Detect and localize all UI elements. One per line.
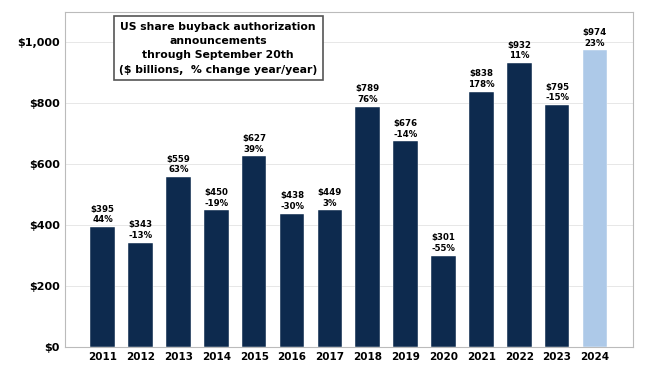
Bar <box>166 177 191 347</box>
Bar <box>583 50 607 347</box>
Bar <box>393 141 418 347</box>
Bar <box>129 243 153 347</box>
Text: $838
178%: $838 178% <box>468 69 495 89</box>
Text: $627
39%: $627 39% <box>242 134 266 154</box>
Text: $559
63%: $559 63% <box>167 154 191 174</box>
Bar <box>355 107 380 347</box>
Text: $932
11%: $932 11% <box>507 41 531 61</box>
Text: $450
-19%: $450 -19% <box>204 188 229 208</box>
Bar <box>204 210 229 347</box>
Text: US share buyback authorization
announcements
through September 20th
($ billions,: US share buyback authorization announcem… <box>119 22 317 75</box>
Bar <box>507 63 532 347</box>
Text: $395
44%: $395 44% <box>91 205 115 224</box>
Bar <box>469 91 494 347</box>
Bar <box>545 105 569 347</box>
Bar <box>280 214 304 347</box>
Text: $795
-15%: $795 -15% <box>545 83 569 102</box>
Bar <box>318 210 342 347</box>
Bar <box>242 156 267 347</box>
Text: $301
-55%: $301 -55% <box>432 233 455 253</box>
Text: $676
-14%: $676 -14% <box>393 119 418 139</box>
Text: $789
76%: $789 76% <box>356 84 380 104</box>
Bar <box>431 256 456 347</box>
Text: $449
3%: $449 3% <box>318 188 342 208</box>
Text: $438
-30%: $438 -30% <box>280 191 304 211</box>
Text: $343
-13%: $343 -13% <box>129 220 152 240</box>
Bar <box>90 227 115 347</box>
Text: $974
23%: $974 23% <box>583 28 607 47</box>
